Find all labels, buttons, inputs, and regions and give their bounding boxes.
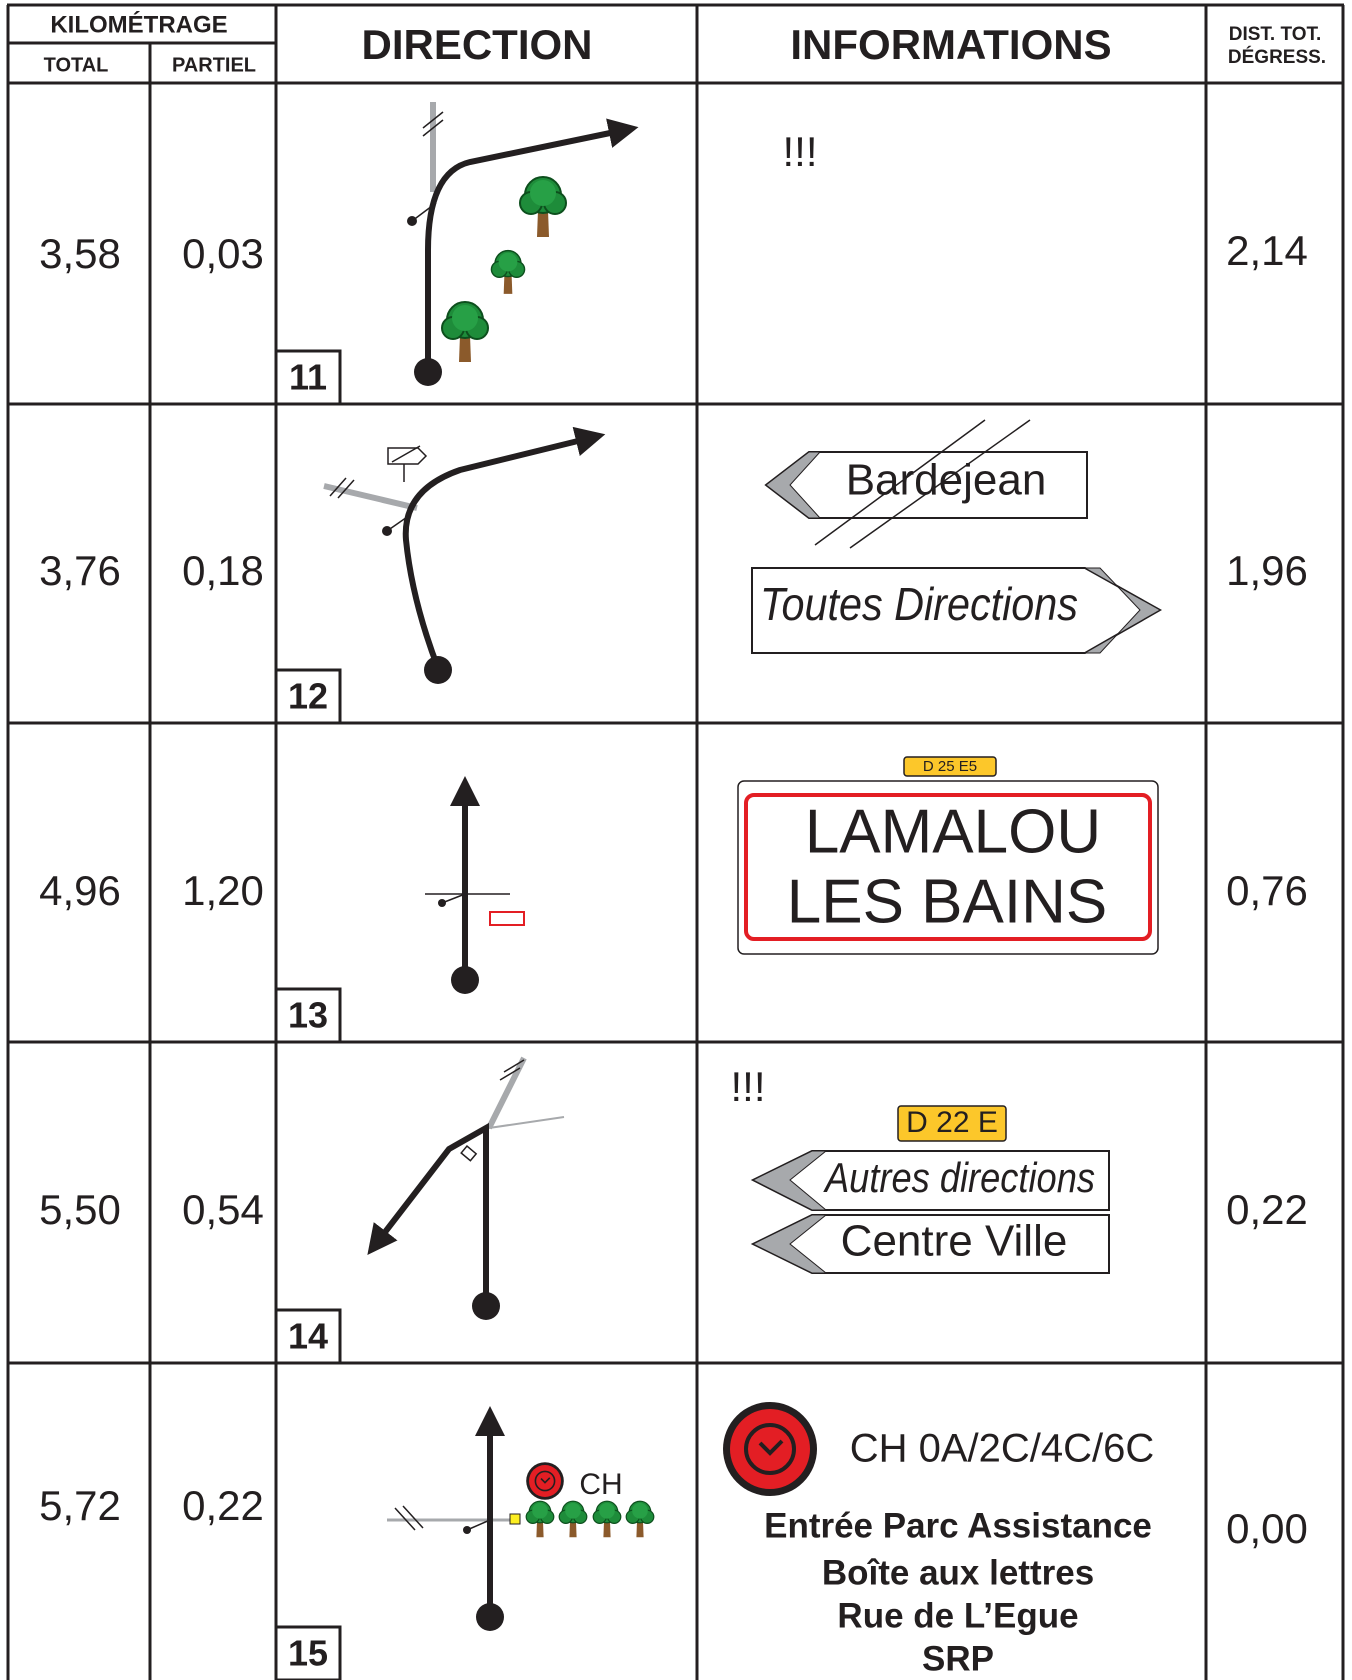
diagram: CH [387, 1406, 655, 1631]
partial-km: 1,20 [182, 867, 264, 914]
step-number: 13 [288, 995, 328, 1036]
road-number: D 22 E [906, 1106, 998, 1139]
partial-km: 0,54 [182, 1186, 264, 1233]
remaining-dist: 2,14 [1226, 227, 1308, 274]
town-name: LES BAINS [787, 867, 1107, 936]
diagram [407, 102, 639, 386]
town-name: LAMALOU [805, 797, 1101, 866]
info-line: Boîte aux lettres [822, 1553, 1094, 1592]
control-label: CH [579, 1468, 622, 1501]
remaining-dist: 0,22 [1226, 1186, 1308, 1233]
step-number: 11 [289, 357, 327, 398]
step-box [274, 987, 342, 1044]
partial-km: 0,03 [182, 230, 264, 277]
control-code: CH 0A/2C/4C/6C [850, 1427, 1155, 1471]
remaining-dist: 1,96 [1226, 547, 1308, 594]
remaining-dist: 0,00 [1226, 1505, 1308, 1552]
table-grid [6, 3, 1345, 1680]
clock-icon [721, 1400, 819, 1498]
town-sign: D 25 E5 LAMALOU LES BAINS [737, 756, 1159, 955]
total-km: 3,58 [39, 230, 121, 277]
step-number: 14 [288, 1316, 328, 1357]
road-number: D 25 E5 [923, 758, 977, 775]
header: INFORMATIONS [790, 21, 1111, 68]
header: TOTAL [44, 54, 109, 76]
total-km: 4,96 [39, 867, 121, 914]
total-km: 5,50 [39, 1186, 121, 1233]
total-km: 3,76 [39, 547, 121, 594]
alert: !!! [782, 128, 817, 175]
diagram [367, 1056, 565, 1320]
diagram [425, 776, 525, 994]
partial-km: 0,22 [182, 1482, 264, 1529]
partial-km: 0,18 [182, 547, 264, 594]
header: DÉGRESS. [1228, 46, 1326, 68]
header: DIST. TOT. [1229, 24, 1322, 45]
sign-text: Autres directions [822, 1154, 1095, 1201]
alert: !!! [730, 1063, 765, 1110]
sign: Bardejean Toutes Directions [751, 419, 1163, 654]
rows: 3,58 0,03 2,14 11 3,76 0,18 1,96 12 4,96 1,20 0,76… [39, 227, 1308, 1680]
sign: D 22 E Autres directions Centre Ville [750, 1105, 1110, 1274]
info-line: Entrée Parc Assistance [764, 1506, 1152, 1545]
remaining-dist: 0,76 [1226, 867, 1308, 914]
step-box [274, 1625, 342, 1680]
info-line: SRP [922, 1639, 994, 1678]
header: PARTIEL [172, 54, 256, 76]
sign-text: Toutes Directions [760, 578, 1078, 630]
step-number: 12 [288, 676, 328, 717]
sign-text: Centre Ville [841, 1217, 1068, 1266]
total-km: 5,72 [39, 1482, 121, 1529]
info-line: Rue de L’Egue [837, 1596, 1078, 1635]
step-number: 15 [288, 1633, 328, 1674]
header: KILOMÉTRAGE [50, 10, 227, 38]
header: DIRECTION [362, 21, 593, 68]
step-box [274, 349, 342, 406]
step-box [274, 668, 342, 725]
step-box [274, 1308, 342, 1365]
diagram [323, 426, 606, 684]
